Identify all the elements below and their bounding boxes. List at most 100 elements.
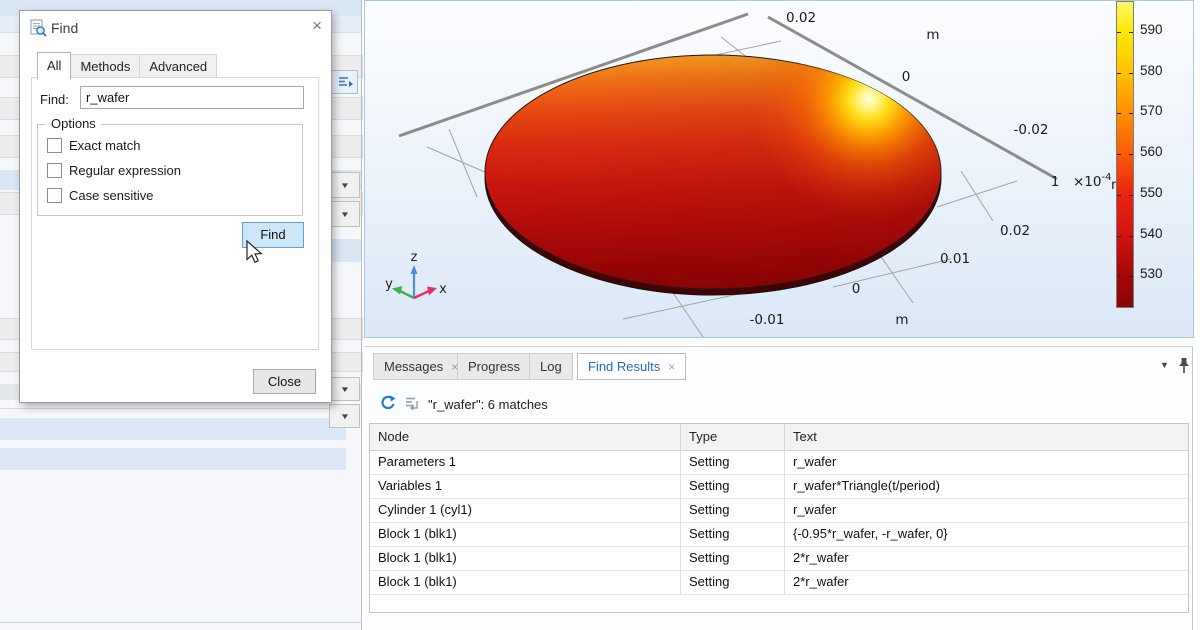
cell-text: 2*r_wafer [784, 571, 1188, 594]
column-header-node: Node [378, 429, 410, 444]
svg-text:0: 0 [902, 69, 911, 85]
table-row[interactable]: Variables 1 Setting r_wafer*Triangle(t/per… [370, 475, 1188, 499]
close-icon[interactable]: × [312, 16, 322, 35]
find-dialog-icon [30, 19, 47, 37]
checkbox-label: Exact match [69, 137, 141, 153]
results-panel: Messages × Progress Log Find Results × ▼ "r_w… [364, 346, 1193, 630]
colorbar-label: 550 [1140, 185, 1163, 200]
cell-text: r_wafer [784, 451, 1188, 474]
find-button[interactable]: Find [242, 222, 304, 248]
cell-text: 2*r_wafer [784, 547, 1188, 570]
svg-text:×10-4: ×10-4 [1073, 172, 1111, 190]
colorbar-label: 590 [1140, 22, 1163, 37]
column-header-type: Type [680, 424, 784, 450]
dropdown-button[interactable]: ▼ [329, 377, 360, 401]
colorbar [1116, 1, 1134, 308]
cell-text: {-0.95*r_wafer, -r_wafer, 0} [784, 523, 1188, 546]
close-button[interactable]: Close [253, 369, 316, 394]
close-tab-icon[interactable]: × [668, 360, 676, 374]
chevron-down-icon: ▼ [339, 210, 350, 219]
panel-menu-icon[interactable]: ▼ [1160, 360, 1169, 370]
table-row[interactable]: Parameters 1 Setting r_wafer [370, 451, 1188, 475]
tab-log[interactable]: Log [529, 353, 573, 380]
dropdown-button[interactable]: ▼ [329, 172, 360, 198]
tab-label: Log [540, 359, 562, 374]
tab-methods[interactable]: Methods [71, 54, 141, 79]
svg-text:-0.02: -0.02 [1014, 122, 1049, 138]
cell-type: Setting [680, 547, 784, 570]
mouse-cursor [246, 240, 263, 264]
svg-text:0.01: 0.01 [940, 251, 970, 267]
tab-find-results[interactable]: Find Results × [577, 353, 687, 380]
tab-label: Find Results [588, 359, 661, 374]
svg-text:1: 1 [1051, 174, 1060, 190]
checkbox-label: Case sensitive [69, 187, 154, 203]
panel-divider [0, 408, 346, 409]
cell-node: Block 1 (blk1) [378, 574, 457, 589]
panel-divider [0, 622, 362, 623]
colorbar-tick [1117, 73, 1121, 74]
option-row: Regular expression [47, 162, 181, 178]
case-sensitive-checkbox[interactable] [47, 187, 62, 203]
option-row: Exact match [47, 137, 141, 153]
close-tab-icon[interactable]: × [451, 360, 459, 374]
svg-text:m: m [895, 312, 908, 328]
table-row[interactable]: Cylinder 1 (cyl1) Setting r_wafer [370, 499, 1188, 523]
table-row[interactable]: Block 1 (blk1) Setting {-0.95*r_wafer, -r_… [370, 523, 1188, 547]
chevron-down-icon: ▼ [339, 412, 350, 421]
colorbar-tick [1129, 195, 1133, 196]
colorbar-label: 530 [1140, 266, 1163, 281]
refresh-icon[interactable] [380, 395, 396, 411]
tab-messages[interactable]: Messages × [373, 353, 470, 380]
pin-icon[interactable] [1178, 357, 1190, 374]
option-row: Case sensitive [47, 187, 154, 203]
graphics-window[interactable]: 0.02 m 0 -0.02 1 ×10-4 m 0.02 0.01 0 -0.… [364, 0, 1194, 338]
wafer-surface [484, 54, 942, 296]
colorbar-tick [1129, 154, 1133, 155]
colorbar-tick [1117, 154, 1121, 155]
tab-label: Messages [384, 359, 444, 374]
colorbar-tick [1129, 236, 1133, 237]
table-row[interactable]: Block 1 (blk1) Setting 2*r_wafer [370, 547, 1188, 571]
triad-x-label: x [439, 282, 447, 297]
panel-row-fragment [328, 239, 362, 262]
panel-section-header [0, 448, 346, 470]
cell-node: Block 1 (blk1) [378, 526, 457, 541]
chevron-down-icon: ▼ [339, 181, 350, 190]
cell-type: Setting [680, 475, 784, 498]
colorbar-label: 560 [1140, 144, 1163, 159]
panel-icon-button[interactable] [331, 70, 358, 94]
colorbar-tick [1117, 195, 1121, 196]
table-row[interactable]: Block 1 (blk1) Setting 2*r_wafer [370, 571, 1188, 595]
colorbar-tick [1129, 276, 1133, 277]
colorbar-tick [1117, 113, 1121, 114]
list-sync-icon[interactable] [405, 396, 421, 411]
cell-node: Parameters 1 [378, 454, 457, 469]
svg-text:m: m [926, 27, 939, 43]
exact-match-checkbox[interactable] [47, 137, 62, 153]
colorbar-tick [1117, 32, 1121, 33]
dialog-tab-bar: All Methods Advanced [37, 52, 218, 80]
panel-section-header [0, 418, 346, 440]
dropdown-button[interactable]: ▼ [329, 201, 360, 227]
dialog-title: Find [51, 20, 79, 36]
regular-expression-checkbox[interactable] [47, 162, 62, 178]
chevron-down-icon: ▼ [339, 385, 350, 394]
tab-progress[interactable]: Progress [457, 353, 532, 380]
dropdown-button[interactable]: ▼ [329, 404, 360, 428]
colorbar-tick [1129, 73, 1133, 74]
cell-text: r_wafer [784, 499, 1188, 522]
find-input[interactable] [80, 86, 304, 109]
options-group-label: Options [46, 116, 101, 131]
tab-label: Progress [468, 359, 521, 374]
tab-advanced[interactable]: Advanced [140, 54, 218, 79]
find-field-label: Find: [40, 92, 69, 107]
tab-all[interactable]: All [37, 52, 72, 80]
cell-node: Cylinder 1 (cyl1) [378, 502, 472, 517]
colorbar-tick [1117, 276, 1121, 277]
panel-divider[interactable] [361, 0, 362, 630]
triad-y-label: y [385, 277, 393, 292]
view-triad: z y x [385, 250, 447, 300]
axis-tick-lines [426, 36, 1018, 338]
